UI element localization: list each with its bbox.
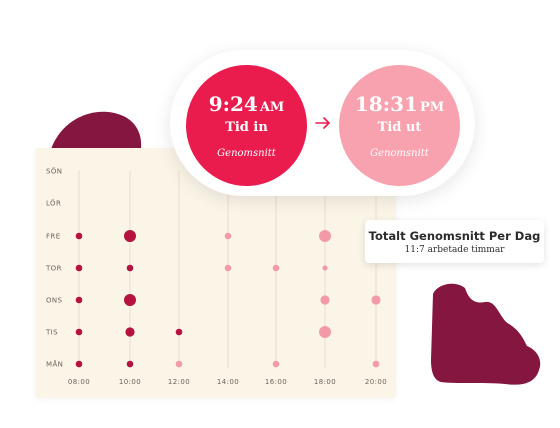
data-point (75, 328, 83, 336)
decorative-blob-left (50, 111, 142, 154)
data-point (75, 232, 83, 240)
data-point (126, 360, 134, 368)
clock-in-circle: 9:24 AM Tid in Genomsnitt (186, 65, 307, 186)
day-label: FRE (46, 233, 61, 241)
data-point (124, 294, 136, 306)
day-label: TOR (45, 265, 62, 273)
clock-in-sublabel: Genomsnitt (217, 147, 276, 159)
clock-out-time: 18:31 PM (355, 93, 444, 119)
time-tick-label: 16:00 (265, 378, 287, 386)
daily-average-subtitle: 11:7 arbetade timmar (404, 245, 505, 255)
time-tick-label: 08:00 (68, 378, 90, 386)
time-tick-label: 18:00 (314, 378, 336, 386)
data-point (175, 360, 183, 368)
data-point (75, 264, 83, 272)
clock-out-circle: 18:31 PM Tid ut Genomsnitt (339, 65, 460, 186)
clock-out-time-value: 18:31 (354, 91, 418, 116)
data-point (75, 296, 83, 304)
data-point (319, 326, 331, 338)
average-time-card: 9:24 AM Tid in Genomsnitt 18:31 PM Tid ut … (170, 50, 475, 196)
data-point (224, 264, 232, 272)
clock-out-sublabel: Genomsnitt (370, 147, 429, 159)
data-point (319, 230, 331, 242)
data-point (224, 232, 232, 240)
data-point (175, 328, 183, 336)
arrow-right-icon (315, 117, 330, 129)
data-point (124, 230, 136, 242)
data-point (272, 264, 280, 272)
time-tick-label: 14:00 (217, 378, 239, 386)
data-point (322, 265, 328, 271)
clock-in-time: 9:24 AM (209, 93, 285, 119)
clock-in-period: AM (259, 99, 285, 115)
data-point (320, 295, 330, 305)
data-point (75, 360, 83, 368)
data-point (125, 327, 135, 337)
day-label: LÖR (46, 199, 61, 208)
daily-average-box: Totalt Genomsnitt Per Dag 11:7 arbetade … (365, 220, 544, 263)
clock-in-time-value: 9:24 (208, 91, 258, 116)
daily-average-title: Totalt Genomsnitt Per Dag (368, 229, 541, 243)
clock-out-label: Tid ut (377, 119, 422, 135)
day-label: MÅN (46, 360, 63, 369)
clock-out-period: PM (419, 99, 445, 115)
time-tick-label: 10:00 (119, 378, 141, 386)
day-label: ONS (46, 297, 63, 305)
time-tick-label: 20:00 (365, 378, 387, 386)
chart-canvas: SÖN LÖR FRE TOR ONS TIS MÅN 08:00 10:00 12:00 14:0… (45, 167, 387, 387)
time-tick-label: 12:00 (168, 378, 190, 386)
data-point (372, 360, 380, 368)
day-label: SÖN (46, 167, 62, 176)
decorative-blob-right (431, 283, 541, 385)
data-point (272, 360, 280, 368)
data-point (126, 264, 134, 272)
day-label: TIS (45, 329, 58, 337)
clock-in-label: Tid in (225, 119, 268, 135)
data-point (371, 295, 381, 305)
